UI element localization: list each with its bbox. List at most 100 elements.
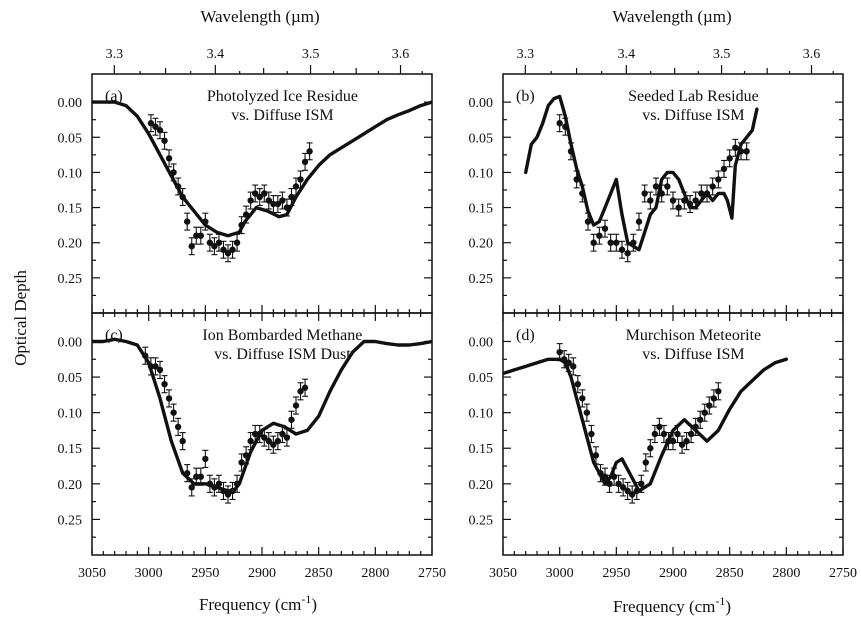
data-point <box>669 191 677 210</box>
y-tick-label: 0.05 <box>469 131 494 146</box>
point-marker <box>184 469 191 477</box>
point-marker <box>683 437 690 445</box>
data-point <box>147 114 155 133</box>
point-marker <box>675 204 682 211</box>
y-tick-label: 0.10 <box>58 166 83 181</box>
bottom-axis-title-left-close: ) <box>311 595 317 614</box>
data-point <box>703 184 711 203</box>
point-marker <box>583 409 591 416</box>
x-tick-label: 2800 <box>772 566 800 581</box>
point-marker <box>706 402 713 409</box>
x-tick-label: 2800 <box>361 566 389 581</box>
y-tick-label: 0.25 <box>469 513 494 528</box>
panel-b: 0.00 0.05 0.10 0.15 0.20 0.25 3.3 3.4 3.5 3.6 (b) S… <box>469 47 844 314</box>
point-marker <box>592 452 600 459</box>
point-marker <box>220 487 227 495</box>
point-marker <box>647 445 654 452</box>
y-tick-label: 0.25 <box>58 272 83 287</box>
point-marker <box>579 395 586 402</box>
data-point <box>567 142 575 161</box>
point-marker <box>726 155 733 162</box>
y-tick-label: 0.00 <box>58 335 83 350</box>
x-tick-label: 2950 <box>191 566 219 581</box>
point-marker <box>618 246 626 253</box>
point-marker <box>215 239 223 246</box>
panel-title-line1: Photolyzed Ice Residue <box>207 88 358 105</box>
data-point <box>224 485 232 504</box>
panel-title-line2: vs. Diffuse ISM <box>642 107 744 124</box>
y-tick-label: 0.20 <box>58 237 83 252</box>
data-point <box>242 446 250 465</box>
point-marker <box>283 434 291 441</box>
y-tick-label: 0.20 <box>58 478 83 493</box>
data-point <box>565 353 572 372</box>
point-marker <box>703 190 711 197</box>
data-point <box>597 464 604 483</box>
bottom-axis-title-right-close: ) <box>725 597 731 616</box>
data-point <box>256 188 263 206</box>
point-marker <box>170 409 177 416</box>
point-marker <box>624 250 631 257</box>
data-point <box>584 212 592 231</box>
data-point <box>615 474 622 493</box>
point-marker <box>565 359 572 367</box>
top-axis-title-left: Wavelength (µm) <box>200 7 319 26</box>
bottom-axis-title-right-main: Frequency (cm <box>613 597 715 616</box>
y-tick-label: 0.05 <box>58 131 83 146</box>
data-point <box>720 159 728 178</box>
point-marker <box>256 430 263 438</box>
point-marker <box>573 176 580 183</box>
data-point <box>601 219 609 238</box>
data-point <box>692 191 699 210</box>
y-tick-label: 0.05 <box>469 371 494 386</box>
data-point <box>170 163 177 182</box>
data-point <box>737 142 745 161</box>
data-point <box>596 226 603 245</box>
point-marker <box>607 239 614 246</box>
point-marker <box>301 384 309 391</box>
point-marker <box>698 190 705 197</box>
point-marker <box>292 183 300 190</box>
data-point <box>573 170 580 189</box>
y-tick-label: 0.25 <box>58 513 83 528</box>
point-marker <box>247 437 254 445</box>
point-marker <box>715 388 722 395</box>
data-point <box>188 237 195 256</box>
data-point <box>270 435 277 454</box>
point-marker <box>152 123 159 130</box>
point-marker <box>229 246 236 253</box>
point-marker <box>687 430 695 438</box>
point-marker <box>678 441 686 448</box>
bottom-axis-title-right-exp: -1 <box>715 594 725 608</box>
data-point <box>156 360 164 380</box>
point-marker <box>619 484 627 491</box>
data-point <box>211 237 218 256</box>
point-marker <box>256 193 263 201</box>
data-point <box>297 170 304 189</box>
point-marker <box>184 218 191 225</box>
data-point <box>256 424 263 444</box>
point-marker <box>297 388 304 395</box>
data-point <box>726 149 733 168</box>
data-point <box>179 188 186 206</box>
point-marker <box>229 487 236 495</box>
y-tick-label: 0.00 <box>58 96 83 111</box>
top-tick-label: 3.3 <box>106 47 124 62</box>
data-point <box>613 233 620 252</box>
data-point <box>556 114 563 133</box>
top-tick-label: 3.6 <box>392 47 410 62</box>
bottom-axis-title-left-main: Frequency (cm <box>199 595 301 614</box>
data-point <box>583 403 591 422</box>
point-marker <box>270 441 277 448</box>
y-tick-label: 0.20 <box>469 237 494 252</box>
point-marker <box>574 380 581 388</box>
data-point <box>590 233 597 252</box>
data-point <box>242 205 250 224</box>
bottom-axis-title-right: Frequency (cm-1) <box>613 594 731 616</box>
point-marker <box>193 473 200 480</box>
point-marker <box>292 402 300 409</box>
point-marker <box>647 197 654 204</box>
point-marker <box>197 473 204 480</box>
x-tick-label: 3000 <box>546 566 574 581</box>
data-point <box>579 184 586 203</box>
